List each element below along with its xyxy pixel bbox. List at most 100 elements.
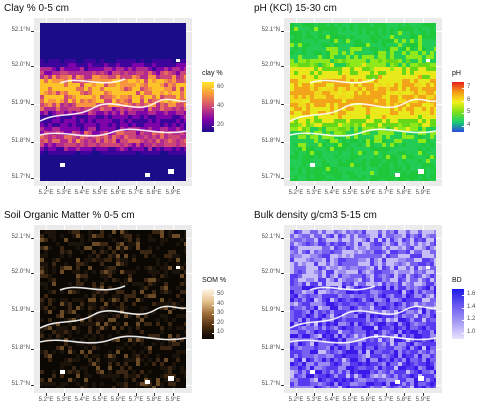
raster-cell [378,262,382,266]
raster-cell [48,155,52,159]
raster-cell [326,95,330,99]
raster-cell [168,234,172,238]
raster-cell [116,282,120,286]
raster-cell [342,99,346,103]
raster-cell [168,266,172,270]
raster-cell [120,47,124,51]
raster-cell [160,326,164,330]
raster-cell [342,131,346,135]
raster-cell [108,354,112,358]
raster-cell [172,47,176,51]
raster-cell [366,119,370,123]
raster-cell [430,47,434,51]
raster-cell [350,242,354,246]
raster-cell [378,147,382,151]
raster-cell [92,171,96,175]
raster-cell [318,35,322,39]
raster-cell [148,99,152,103]
raster-cell [140,322,144,326]
raster-cell [414,23,418,27]
raster-cell [390,31,394,35]
raster-cell [52,119,56,123]
raster-cell [108,147,112,151]
raster-cell [88,246,92,250]
raster-cell [184,67,186,71]
raster-cell [302,87,306,91]
raster-cell [152,119,156,123]
raster-cell [298,135,302,139]
raster-cell [88,179,92,181]
raster-cell [44,143,48,147]
raster-cell [68,346,72,350]
raster-cell [390,175,394,179]
raster-cell [156,83,160,87]
raster-cell [132,290,136,294]
raster-cell [116,115,120,119]
raster-cell [160,175,164,179]
raster-cell [44,27,48,31]
raster-cell [322,75,326,79]
raster-cell [306,51,310,55]
raster-cell [136,31,140,35]
raster-cell [132,246,136,250]
raster-cell [152,378,156,382]
raster-cell [56,350,60,354]
raster-cell [120,274,124,278]
raster-cell [350,91,354,95]
raster-cell [116,179,120,181]
raster-cell [120,358,124,362]
raster-cell [184,71,186,75]
raster-cell [318,234,322,238]
raster-cell [334,39,338,43]
raster-cell [140,63,144,67]
raster-cell [40,123,44,127]
raster-cell [120,75,124,79]
raster-cell [92,238,96,242]
raster-cell [156,310,160,314]
raster-cell [322,123,326,127]
raster-cell [398,59,402,63]
raster-cell [390,258,394,262]
raster-cell [132,374,136,378]
raster-cell [44,23,48,27]
legend-tick [462,101,464,102]
raster-cell [72,270,76,274]
raster-cell [64,306,68,310]
raster-cell [180,163,184,167]
raster-cell [302,59,306,63]
y-axis-tick [31,104,34,105]
raster-cell [88,99,92,103]
raster-cell [148,270,152,274]
raster-cell [386,123,390,127]
raster-cell [120,111,124,115]
raster-cell [430,179,434,181]
raster-cell [334,83,338,87]
raster-cell [322,23,326,27]
raster-cell [128,362,132,366]
raster-cell [68,175,72,179]
raster-cell [80,322,84,326]
raster-cell [382,234,386,238]
raster-cell [374,159,378,163]
raster-cell [40,334,44,338]
raster-cell [124,131,128,135]
raster-cell [366,35,370,39]
raster-cell [68,334,72,338]
raster-cell [294,91,298,95]
raster-cell [100,358,104,362]
raster-cell [184,374,186,378]
raster-cell [144,306,148,310]
raster-cell [80,103,84,107]
raster-cell [168,91,172,95]
raster-cell [124,119,128,123]
raster-cell [80,338,84,342]
raster-cell [302,123,306,127]
raster-cell [160,342,164,346]
raster-cell [362,99,366,103]
raster-cell [394,79,398,83]
raster-cell [322,143,326,147]
raster-cell [434,238,436,242]
raster-cell [402,135,406,139]
raster-cell [108,99,112,103]
raster-cell [124,230,128,234]
